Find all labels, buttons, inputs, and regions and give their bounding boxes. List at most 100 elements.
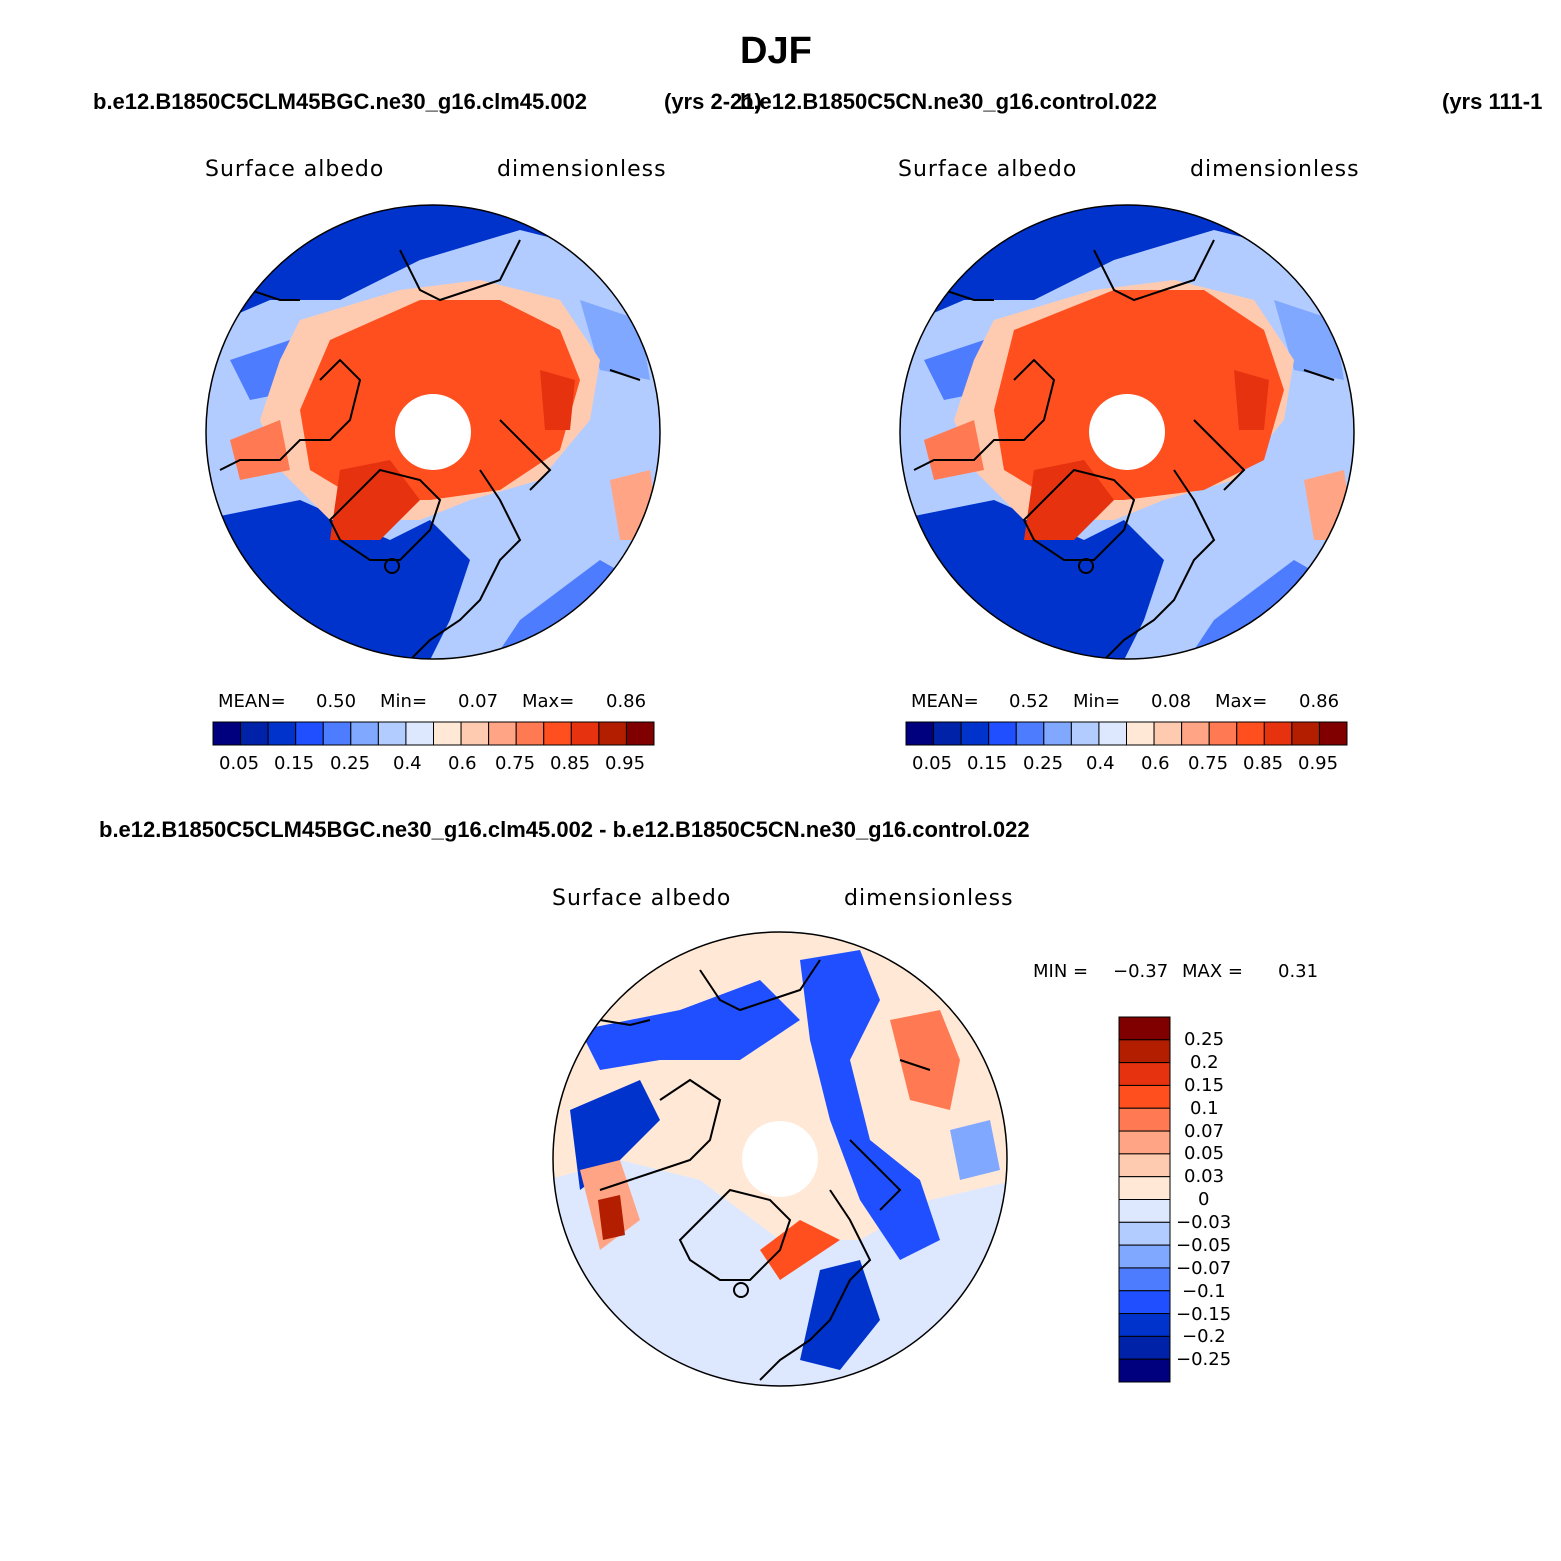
- panel3-min-value: −0.37: [1113, 961, 1169, 982]
- colorbar-swatch: [1118, 1016, 1171, 1041]
- colorbar-swatch: [377, 721, 407, 746]
- case2-title: b.e12.B1850C5CN.ne30_g16.control.022: [740, 89, 1157, 114]
- map-panel-3: [553, 932, 1007, 1386]
- cb3-tick: 0.2: [1190, 1052, 1219, 1073]
- colorbar-swatch: [1318, 721, 1348, 746]
- cb2-tick: 0.95: [1298, 753, 1339, 774]
- colorbar-swatch: [1118, 1084, 1171, 1109]
- colorbar-swatch: [267, 721, 297, 746]
- cb3-tick: 0.15: [1184, 1075, 1225, 1096]
- colorbar-swatch: [1118, 1062, 1171, 1086]
- panel2-mean-label: MEAN=: [911, 691, 979, 712]
- panel2-units: dimensionless: [1190, 157, 1360, 182]
- cb1-tick: 0.6: [448, 753, 477, 774]
- colorbar-swatch: [598, 721, 627, 746]
- colorbar-swatch: [905, 721, 935, 746]
- colorbar-swatch: [240, 721, 269, 746]
- cb3-tick: −0.2: [1182, 1326, 1226, 1347]
- panel1-min-label: Min=: [380, 691, 428, 712]
- panel1-units: dimensionless: [497, 157, 667, 182]
- cb1-tick: 0.95: [605, 753, 646, 774]
- coastlines-1: [219, 239, 641, 659]
- cb1-tick: 0.15: [274, 753, 315, 774]
- polar-hole-3: [742, 1121, 818, 1197]
- colorbar-swatch: [1118, 1267, 1171, 1292]
- panel2-max-label: Max=: [1215, 691, 1268, 712]
- coastlines-3: [599, 959, 931, 1381]
- colorbar-swatch: [570, 721, 600, 746]
- cb2-tick: 0.25: [1023, 753, 1064, 774]
- panel1-max-label: Max=: [522, 691, 575, 712]
- colorbar-swatch: [212, 721, 242, 746]
- colorbar-swatch: [1015, 721, 1045, 746]
- panel1-mean-label: MEAN=: [218, 691, 286, 712]
- figure-title: DJF: [740, 30, 812, 72]
- cb1-tick: 0.4: [393, 753, 422, 774]
- cb2-tick: 0.6: [1141, 753, 1170, 774]
- cb3-tick: 0: [1198, 1189, 1210, 1210]
- colorbar-swatch: [1043, 721, 1072, 746]
- map-border-2: [899, 204, 1355, 660]
- colorbar-swatch: [1118, 1199, 1171, 1223]
- panel3-units: dimensionless: [844, 886, 1014, 911]
- map-border-1: [205, 204, 661, 660]
- cb3-tick: −0.05: [1176, 1235, 1232, 1256]
- cb3-tick: −0.07: [1176, 1258, 1232, 1279]
- case1-years: (yrs 2-21): [664, 89, 762, 114]
- colorbar-swatch: [1208, 721, 1238, 746]
- colorbar-swatch: [295, 721, 324, 746]
- cb3-tick: 0.25: [1184, 1029, 1225, 1050]
- polar-hole-2: [1089, 394, 1165, 470]
- colorbar-swatch: [1118, 1290, 1171, 1315]
- colorbar-swatch: [433, 721, 462, 746]
- cb1-tick: 0.25: [330, 753, 371, 774]
- colorbar-panel-2: [905, 721, 1348, 746]
- difference-title: b.e12.B1850C5CLM45BGC.ne30_g16.clm45.002…: [99, 817, 1030, 842]
- colorbar-swatch: [1263, 721, 1293, 746]
- panel2-max-value: 0.86: [1299, 691, 1340, 712]
- cb3-tick: −0.15: [1176, 1304, 1232, 1325]
- colorbar-swatch: [1070, 721, 1100, 746]
- cb1-tick: 0.85: [550, 753, 591, 774]
- colorbar-swatch: [488, 721, 517, 746]
- cb3-tick: 0.03: [1184, 1166, 1225, 1187]
- cb1-tick: 0.05: [219, 753, 260, 774]
- colorbar-swatch: [1181, 721, 1210, 746]
- colorbar-swatch: [350, 721, 379, 746]
- colorbar-swatch: [1118, 1176, 1171, 1200]
- colorbar-swatch: [515, 721, 545, 746]
- colorbar-swatch: [1118, 1244, 1171, 1269]
- colorbar-swatch: [543, 721, 572, 746]
- colorbar-swatch: [322, 721, 352, 746]
- polar-hole-1: [395, 394, 471, 470]
- panel1-variable: Surface albedo: [205, 157, 385, 182]
- panel3-max-label: MAX =: [1182, 961, 1243, 982]
- colorbar-swatch: [1098, 721, 1127, 746]
- colorbar-swatch: [933, 721, 962, 746]
- colorbar-swatch: [1118, 1153, 1171, 1178]
- cb3-tick: −0.03: [1176, 1212, 1232, 1233]
- colorbar-difference: [1118, 1016, 1171, 1383]
- colorbar-swatch: [1291, 721, 1320, 746]
- colorbar-swatch: [1153, 721, 1183, 746]
- panel2-variable: Surface albedo: [898, 157, 1078, 182]
- colorbar-swatch: [988, 721, 1017, 746]
- colorbar-swatch: [960, 721, 990, 746]
- cb2-tick: 0.4: [1086, 753, 1115, 774]
- case2-years: (yrs 111-1: [1442, 89, 1543, 114]
- panel1-min-value: 0.07: [458, 691, 499, 712]
- map-border-3: [552, 931, 1008, 1387]
- cb3-tick: 0.07: [1184, 1121, 1225, 1142]
- panel2-min-label: Min=: [1073, 691, 1121, 712]
- panel3-variable: Surface albedo: [552, 886, 732, 911]
- colorbar-swatch: [1118, 1107, 1171, 1132]
- panel3-max-value: 0.31: [1278, 961, 1319, 982]
- coastlines-2: [913, 239, 1335, 659]
- panel2-min-value: 0.08: [1151, 691, 1192, 712]
- colorbar-swatch: [1118, 1358, 1171, 1383]
- colorbar-swatch: [1236, 721, 1265, 746]
- colorbar-swatch: [1118, 1335, 1171, 1360]
- cb3-tick: −0.1: [1182, 1281, 1226, 1302]
- cb2-tick: 0.75: [1188, 753, 1229, 774]
